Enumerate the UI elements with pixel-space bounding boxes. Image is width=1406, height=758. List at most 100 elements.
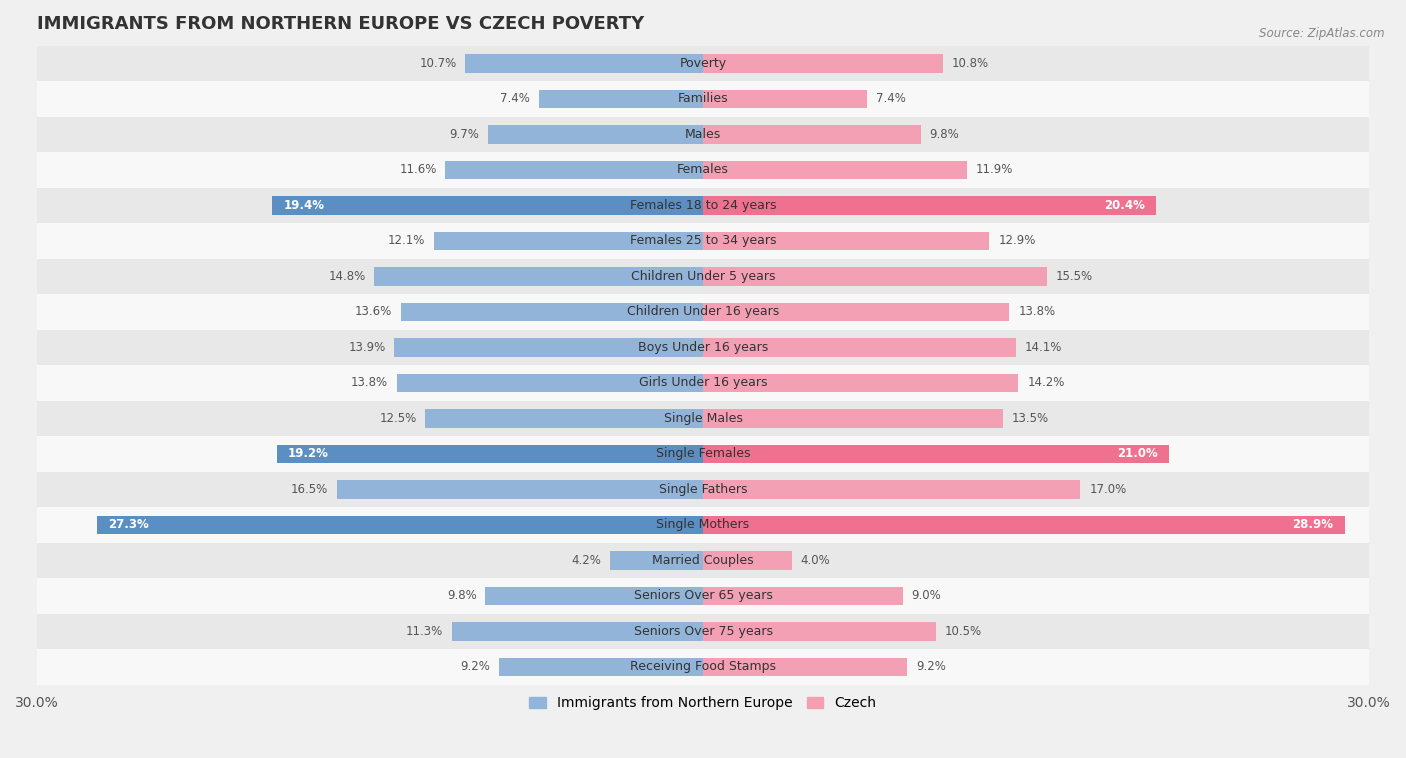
Text: 16.5%: 16.5% — [291, 483, 328, 496]
Text: 19.2%: 19.2% — [288, 447, 329, 460]
Text: 27.3%: 27.3% — [108, 518, 149, 531]
Text: Single Mothers: Single Mothers — [657, 518, 749, 531]
Bar — [703, 338, 1017, 356]
Text: 28.9%: 28.9% — [1292, 518, 1334, 531]
Bar — [37, 507, 1369, 543]
Text: 13.8%: 13.8% — [350, 377, 388, 390]
Text: 13.8%: 13.8% — [1018, 305, 1056, 318]
Bar — [703, 445, 1170, 463]
Text: 10.5%: 10.5% — [945, 625, 983, 638]
Text: 4.0%: 4.0% — [800, 554, 831, 567]
Text: Girls Under 16 years: Girls Under 16 years — [638, 377, 768, 390]
Bar — [703, 54, 943, 73]
Bar — [97, 515, 703, 534]
Bar — [37, 614, 1369, 649]
Text: Poverty: Poverty — [679, 57, 727, 70]
Text: Receiving Food Stamps: Receiving Food Stamps — [630, 660, 776, 673]
Text: Families: Families — [678, 92, 728, 105]
Text: Children Under 5 years: Children Under 5 years — [631, 270, 775, 283]
Bar — [396, 374, 703, 392]
Text: 19.4%: 19.4% — [284, 199, 325, 212]
Text: 13.9%: 13.9% — [349, 341, 385, 354]
Bar — [703, 409, 1002, 428]
Bar — [703, 515, 1344, 534]
Bar — [703, 302, 1010, 321]
Text: 10.8%: 10.8% — [952, 57, 988, 70]
Legend: Immigrants from Northern Europe, Czech: Immigrants from Northern Europe, Czech — [524, 691, 882, 716]
Text: Boys Under 16 years: Boys Under 16 years — [638, 341, 768, 354]
Bar — [703, 89, 868, 108]
Bar — [703, 587, 903, 605]
Bar — [37, 578, 1369, 614]
Text: 13.6%: 13.6% — [354, 305, 392, 318]
Bar — [37, 294, 1369, 330]
Text: 20.4%: 20.4% — [1104, 199, 1144, 212]
Text: 14.1%: 14.1% — [1025, 341, 1063, 354]
Bar — [37, 223, 1369, 258]
Bar — [703, 658, 907, 676]
Text: Seniors Over 75 years: Seniors Over 75 years — [634, 625, 772, 638]
Bar — [273, 196, 703, 215]
Bar — [37, 436, 1369, 471]
Bar — [703, 196, 1156, 215]
Bar — [434, 232, 703, 250]
Text: Source: ZipAtlas.com: Source: ZipAtlas.com — [1260, 27, 1385, 39]
Bar — [703, 161, 967, 179]
Text: 9.2%: 9.2% — [917, 660, 946, 673]
Text: Single Males: Single Males — [664, 412, 742, 425]
Bar — [401, 302, 703, 321]
Text: 10.7%: 10.7% — [419, 57, 457, 70]
Text: 14.8%: 14.8% — [328, 270, 366, 283]
Bar — [703, 551, 792, 569]
Bar — [394, 338, 703, 356]
Bar — [336, 480, 703, 499]
Text: 4.2%: 4.2% — [571, 554, 600, 567]
Bar — [37, 401, 1369, 436]
Bar — [703, 480, 1080, 499]
Bar — [703, 232, 990, 250]
Text: IMMIGRANTS FROM NORTHERN EUROPE VS CZECH POVERTY: IMMIGRANTS FROM NORTHERN EUROPE VS CZECH… — [37, 15, 644, 33]
Bar — [499, 658, 703, 676]
Bar — [37, 471, 1369, 507]
Bar — [37, 543, 1369, 578]
Bar — [485, 587, 703, 605]
Text: Married Couples: Married Couples — [652, 554, 754, 567]
Text: 11.3%: 11.3% — [406, 625, 443, 638]
Text: Single Females: Single Females — [655, 447, 751, 460]
Bar — [37, 365, 1369, 401]
Bar — [426, 409, 703, 428]
Bar — [453, 622, 703, 641]
Text: Females 25 to 34 years: Females 25 to 34 years — [630, 234, 776, 247]
Text: 12.1%: 12.1% — [388, 234, 426, 247]
Bar — [277, 445, 703, 463]
Text: Seniors Over 65 years: Seniors Over 65 years — [634, 590, 772, 603]
Text: Females: Females — [678, 164, 728, 177]
Bar — [488, 125, 703, 143]
Text: Females 18 to 24 years: Females 18 to 24 years — [630, 199, 776, 212]
Text: 7.4%: 7.4% — [501, 92, 530, 105]
Text: 15.5%: 15.5% — [1056, 270, 1094, 283]
Text: 21.0%: 21.0% — [1118, 447, 1159, 460]
Text: 14.2%: 14.2% — [1028, 377, 1064, 390]
Bar — [538, 89, 703, 108]
Bar — [446, 161, 703, 179]
Text: 11.6%: 11.6% — [399, 164, 436, 177]
Text: 7.4%: 7.4% — [876, 92, 905, 105]
Bar — [37, 81, 1369, 117]
Text: Males: Males — [685, 128, 721, 141]
Bar — [37, 188, 1369, 223]
Bar — [37, 649, 1369, 684]
Bar — [703, 267, 1047, 286]
Text: 9.2%: 9.2% — [460, 660, 489, 673]
Text: 9.7%: 9.7% — [449, 128, 478, 141]
Text: 11.9%: 11.9% — [976, 164, 1014, 177]
Bar — [37, 117, 1369, 152]
Text: 9.0%: 9.0% — [911, 590, 942, 603]
Text: 13.5%: 13.5% — [1012, 412, 1049, 425]
Bar — [703, 622, 936, 641]
Text: 12.5%: 12.5% — [380, 412, 416, 425]
Bar — [610, 551, 703, 569]
Bar — [465, 54, 703, 73]
Text: 12.9%: 12.9% — [998, 234, 1036, 247]
Bar — [374, 267, 703, 286]
